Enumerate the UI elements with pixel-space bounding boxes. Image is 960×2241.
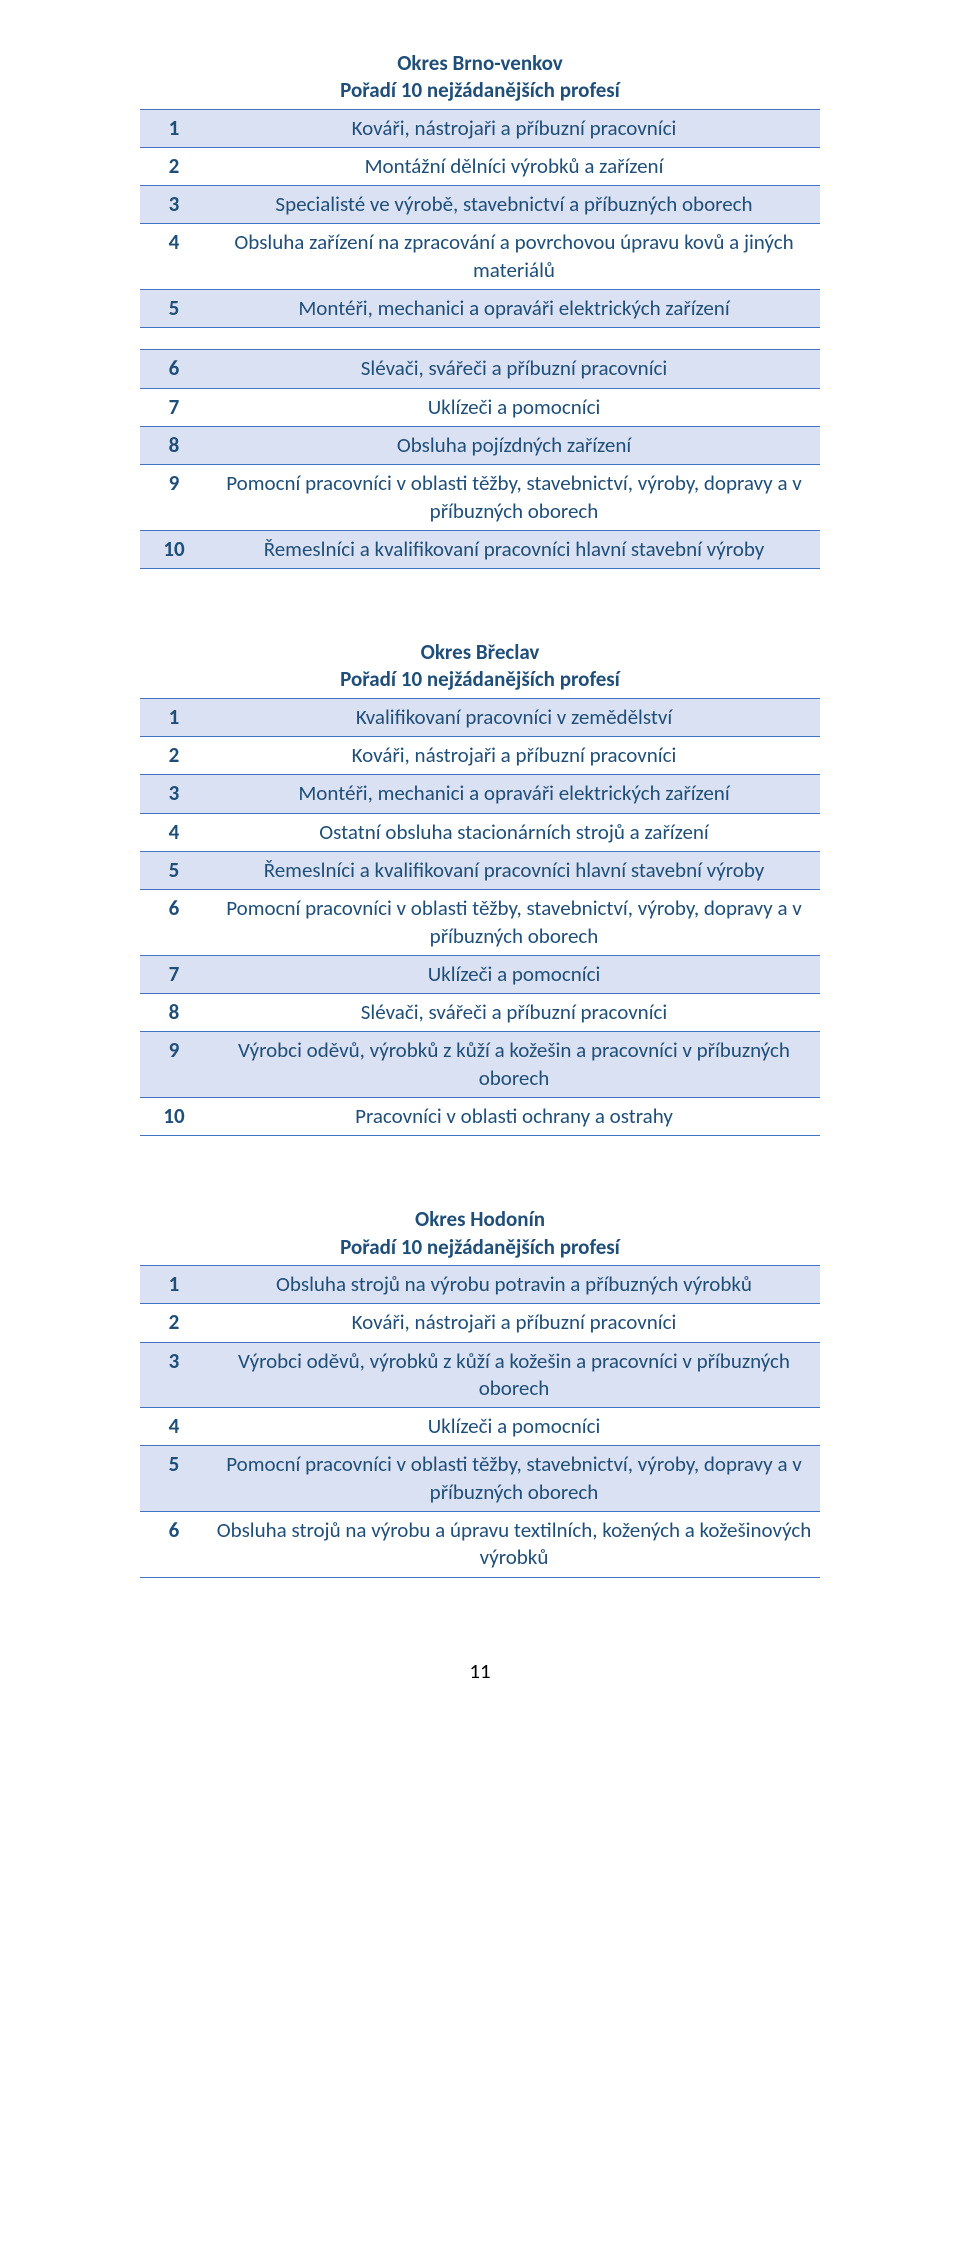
table-row: 1Kováři, nástrojaři a příbuzní pracovníc… — [140, 110, 820, 148]
table-title: Okres BřeclavPořadí 10 nejžádanějších pr… — [140, 639, 820, 699]
table-row: 5Řemeslníci a kvalifikovaní pracovníci h… — [140, 852, 820, 890]
table-row: 9Pomocní pracovníci v oblasti těžby, sta… — [140, 465, 820, 531]
row-profession: Slévači, svářeči a příbuzní pracovníci — [208, 350, 820, 387]
row-number: 9 — [140, 1032, 208, 1097]
row-number: 10 — [140, 531, 208, 568]
row-number: 3 — [140, 775, 208, 812]
table-row: 5Pomocní pracovníci v oblasti těžby, sta… — [140, 1446, 820, 1512]
row-profession: Obsluha pojízdných zařízení — [208, 427, 820, 464]
table-row: 2Kováři, nástrojaři a příbuzní pracovníc… — [140, 1304, 820, 1342]
table-row: 3Výrobci oděvů, výrobků z kůží a kožešin… — [140, 1343, 820, 1409]
row-number: 5 — [140, 290, 208, 327]
row-number: 1 — [140, 699, 208, 736]
row-profession: Obsluha strojů na výrobu potravin a příb… — [208, 1266, 820, 1303]
row-profession: Výrobci oděvů, výrobků z kůží a kožešin … — [208, 1343, 820, 1408]
row-profession: Montéři, mechanici a opraváři elektrický… — [208, 775, 820, 812]
row-profession: Pomocní pracovníci v oblasti těžby, stav… — [208, 1446, 820, 1511]
row-profession: Montážní dělníci výrobků a zařízení — [208, 148, 820, 185]
row-profession: Kováři, nástrojaři a příbuzní pracovníci — [208, 737, 820, 774]
row-profession: Uklízeči a pomocníci — [208, 389, 820, 426]
table-row: 2Kováři, nástrojaři a příbuzní pracovníc… — [140, 737, 820, 775]
table-row: 6Obsluha strojů na výrobu a úpravu texti… — [140, 1512, 820, 1578]
table-row: 7Uklízeči a pomocníci — [140, 956, 820, 994]
row-number: 2 — [140, 737, 208, 774]
table-row: 4Ostatní obsluha stacionárních strojů a … — [140, 814, 820, 852]
table-row: 5Montéři, mechanici a opraváři elektrick… — [140, 290, 820, 328]
row-profession: Obsluha zařízení na zpracování a povrcho… — [208, 224, 820, 289]
table-row: 1Kvalifikovaní pracovníci v zemědělství — [140, 699, 820, 737]
row-number: 5 — [140, 852, 208, 889]
row-number: 9 — [140, 465, 208, 530]
row-number: 10 — [140, 1098, 208, 1135]
table-row: 6Slévači, svářeči a příbuzní pracovníci — [140, 350, 820, 388]
table-gap-row — [140, 328, 820, 350]
table-row: 1Obsluha strojů na výrobu potravin a pří… — [140, 1266, 820, 1304]
table-title: Okres Brno-venkovPořadí 10 nejžádanějšíc… — [140, 50, 820, 110]
row-number: 2 — [140, 148, 208, 185]
table-row: 3Specialisté ve výrobě, stavebnictví a p… — [140, 186, 820, 224]
table-title-subtitle: Pořadí 10 nejžádanějších profesí — [140, 77, 820, 104]
table-row: 8Obsluha pojízdných zařízení — [140, 427, 820, 465]
row-number: 3 — [140, 1343, 208, 1408]
row-number: 6 — [140, 890, 208, 955]
page-number: 11 — [140, 1658, 820, 1684]
profession-table: Okres HodonínPořadí 10 nejžádanějších pr… — [140, 1206, 820, 1577]
row-profession: Uklízeči a pomocníci — [208, 956, 820, 993]
profession-table: Okres BřeclavPořadí 10 nejžádanějších pr… — [140, 639, 820, 1136]
row-profession: Ostatní obsluha stacionárních strojů a z… — [208, 814, 820, 851]
row-number: 7 — [140, 389, 208, 426]
row-profession: Pomocní pracovníci v oblasti těžby, stav… — [208, 890, 820, 955]
row-number: 5 — [140, 1446, 208, 1511]
row-profession: Uklízeči a pomocníci — [208, 1408, 820, 1445]
profession-table: Okres Brno-venkovPořadí 10 nejžádanějšíc… — [140, 50, 820, 569]
row-profession: Řemeslníci a kvalifikovaní pracovníci hl… — [208, 852, 820, 889]
row-number: 8 — [140, 427, 208, 464]
table-title-subtitle: Pořadí 10 nejžádanějších profesí — [140, 666, 820, 693]
table-title-district: Okres Břeclav — [140, 639, 820, 666]
row-profession: Montéři, mechanici a opraváři elektrický… — [208, 290, 820, 327]
row-profession: Pracovníci v oblasti ochrany a ostrahy — [208, 1098, 820, 1135]
row-profession: Specialisté ve výrobě, stavebnictví a př… — [208, 186, 820, 223]
row-number: 2 — [140, 1304, 208, 1341]
row-profession: Kováři, nástrojaři a příbuzní pracovníci — [208, 110, 820, 147]
table-row: 3Montéři, mechanici a opraváři elektrick… — [140, 775, 820, 813]
row-profession: Kvalifikovaní pracovníci v zemědělství — [208, 699, 820, 736]
row-profession: Řemeslníci a kvalifikovaní pracovníci hl… — [208, 531, 820, 568]
row-profession: Pomocní pracovníci v oblasti těžby, stav… — [208, 465, 820, 530]
row-profession: Obsluha strojů na výrobu a úpravu textil… — [208, 1512, 820, 1577]
table-row: 2Montážní dělníci výrobků a zařízení — [140, 148, 820, 186]
table-row: 8Slévači, svářeči a příbuzní pracovníci — [140, 994, 820, 1032]
row-profession: Slévači, svářeči a příbuzní pracovníci — [208, 994, 820, 1031]
table-row: 4Obsluha zařízení na zpracování a povrch… — [140, 224, 820, 290]
table-row: 6Pomocní pracovníci v oblasti těžby, sta… — [140, 890, 820, 956]
table-row: 10Pracovníci v oblasti ochrany a ostrahy — [140, 1098, 820, 1136]
row-profession: Kováři, nástrojaři a příbuzní pracovníci — [208, 1304, 820, 1341]
row-number: 1 — [140, 110, 208, 147]
row-number: 7 — [140, 956, 208, 993]
row-number: 4 — [140, 1408, 208, 1445]
row-profession: Výrobci oděvů, výrobků z kůží a kožešin … — [208, 1032, 820, 1097]
table-row: 9Výrobci oděvů, výrobků z kůží a kožešin… — [140, 1032, 820, 1098]
row-number: 4 — [140, 224, 208, 289]
row-number: 6 — [140, 350, 208, 387]
table-title-subtitle: Pořadí 10 nejžádanějších profesí — [140, 1234, 820, 1261]
row-number: 1 — [140, 1266, 208, 1303]
row-number: 3 — [140, 186, 208, 223]
table-title-district: Okres Brno-venkov — [140, 50, 820, 77]
row-number: 6 — [140, 1512, 208, 1577]
table-title: Okres HodonínPořadí 10 nejžádanějších pr… — [140, 1206, 820, 1266]
table-title-district: Okres Hodonín — [140, 1206, 820, 1233]
table-row: 7Uklízeči a pomocníci — [140, 389, 820, 427]
table-row: 10Řemeslníci a kvalifikovaní pracovníci … — [140, 531, 820, 569]
table-row: 4Uklízeči a pomocníci — [140, 1408, 820, 1446]
row-number: 8 — [140, 994, 208, 1031]
row-number: 4 — [140, 814, 208, 851]
